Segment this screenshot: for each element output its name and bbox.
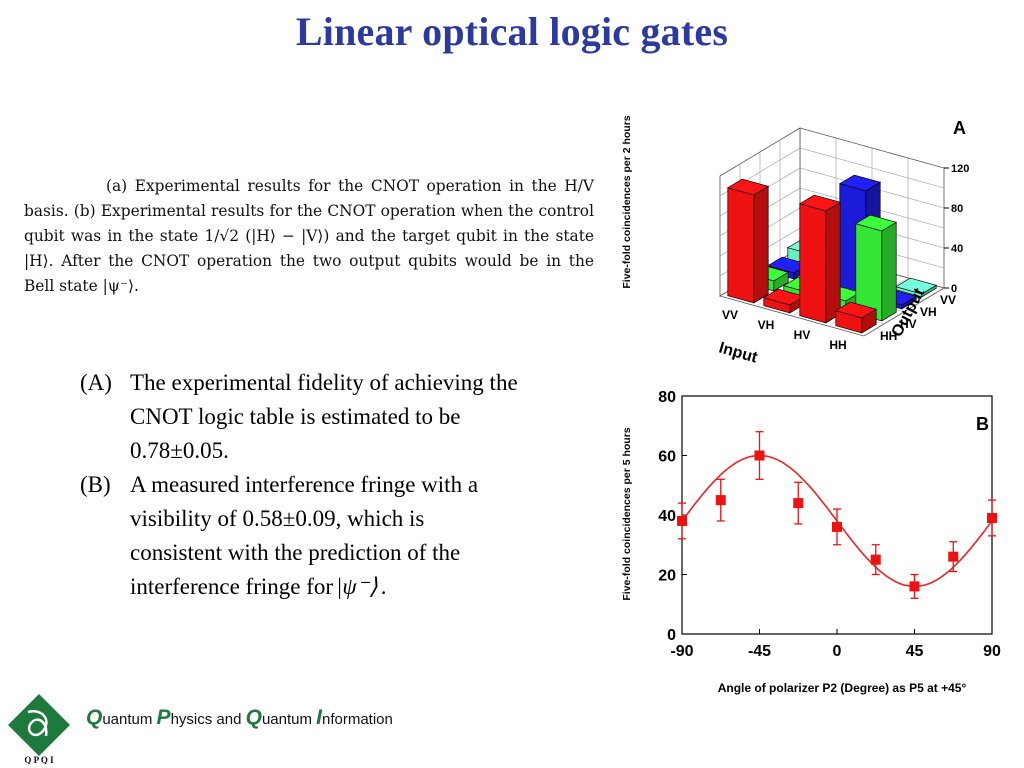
chart-a-bar-top [838,174,882,192]
chart-a-ztick-label: 0 [951,283,957,295]
chart-a-bar-side [753,185,769,304]
chart-b-marker [948,551,959,562]
chart-b-marker [715,495,726,506]
chart-b-ylabel: Five-fold coincidences per 5 hours [621,427,633,600]
chart-a-input-label: HV [794,328,811,342]
chart-b-marker [832,521,842,532]
bullet-b-body: A measured interference fringe with a vi… [130,472,479,599]
chart-a-output-label: HV [900,317,917,331]
chart-a-bar-top [726,178,770,196]
chart-a-bar [854,214,898,322]
chart-b-point [909,573,920,599]
chart-b-xtick-label: 90 [983,643,1001,660]
chart-a-output-label: VV [940,293,956,307]
word-1: uantum [102,711,157,728]
initial-2: P [156,706,171,729]
chart-b-ytick-label: 20 [658,568,676,585]
initial-4: I [316,706,322,729]
chart-b-point [793,481,804,525]
bullet-list: (A) The experimental fidelity of achievi… [80,366,520,604]
logo-letters: Q P Q I [24,755,54,764]
chart-a-bar-top [798,194,842,212]
chart-a-bar [726,178,770,304]
bullet-a-marker: (A) [80,370,112,395]
chart-b-xtick-label: -45 [748,643,771,660]
word-4: nformation [322,711,393,728]
chart-a-output-label: VH [920,305,937,319]
chart-a-bar-top [854,214,898,232]
chart-a-bar-front [799,203,827,324]
chart-b-fringe: -90 -45 0 45 90 0 20 40 60 80 B Five-fold coincid… [621,389,1001,695]
word-2: hysics and [170,711,246,728]
chart-b-marker [677,515,687,526]
initial-3: Q [245,706,262,729]
chart-a-bar-side [825,201,841,324]
initial-1: Q [86,706,103,729]
chart-a-input-label: VH [758,318,775,332]
chart-a-ztick-label: 40 [951,243,963,255]
chart-b-ytick-label: 60 [658,449,676,466]
qpqi-logo: Q P Q I [8,694,70,764]
bullet-b-end: . [380,574,387,599]
chart-b-xlabel: Angle of polarizer P2 (Degree) as P5 at … [718,681,967,695]
chart-a-output-label: HH [880,329,897,343]
chart-b-point [832,508,842,546]
chart-a-ztick-label: 120 [951,163,969,175]
chart-a-panel-label: A [953,118,966,138]
chart-b-ytick-label: 40 [658,508,676,525]
chart-b-point [754,431,765,480]
chart-b-marker [793,498,804,509]
chart-b-marker [909,581,920,592]
chart-a-bar [894,277,938,298]
chart-b-point [715,478,726,522]
chart-a-bar [834,301,878,334]
bullet-b-marker: (B) [80,472,111,497]
footer-org-name: Quantum Physics and Quantum Information [86,706,393,730]
chart-b-plot: -90 -45 0 45 90 0 20 40 60 80 [658,389,1001,660]
chart-b-xtick-label: 0 [833,643,842,660]
chart-a-ztick-label: 80 [951,203,963,215]
chart-b-xtick-label: -90 [670,643,693,660]
chart-a-ylabel: Five-fold coincidences per 2 hours [621,115,633,288]
chart-b-point [870,544,881,576]
chart-b-marker [987,512,997,523]
chart-a-xlabel: Input [717,340,760,367]
bullet-a-text: The experimental fidelity of achieving t… [130,370,518,463]
chart-a-bar-side [881,221,897,322]
chart-b-ytick-label: 80 [658,389,676,406]
chart-a-bar [798,194,842,324]
slide-title: Linear optical logic gates [295,9,729,54]
word-3: uantum [261,711,317,728]
chart-a-bar-top [834,301,878,319]
chart-a-bar-front [727,187,755,304]
chart-b-panel-label: B [976,414,989,434]
chart-a-input-label: VV [722,308,738,322]
chart-b-marker [870,554,881,565]
bullet-b-text: A measured interference fringe with a vi… [130,468,520,604]
chart-b-point [948,541,959,573]
figure-caption: (a) Experimental results for the CNOT op… [24,177,594,295]
chart-b-point [677,502,687,540]
chart-b-point [987,499,997,537]
bullet-b: (B) A measured interference fringe with … [80,468,520,604]
bell-state-ket: |ψ⁻⟩ [336,574,378,599]
chart-a-bar-top [894,277,938,295]
chart-b-marker [754,450,765,461]
bullet-a: (A) The experimental fidelity of achievi… [80,366,520,468]
chart-b-xtick-label: 45 [906,643,924,660]
chart-a-input-label: HH [829,338,846,352]
chart-a-bar [762,288,806,314]
chart-b-ytick-label: 0 [667,627,676,644]
